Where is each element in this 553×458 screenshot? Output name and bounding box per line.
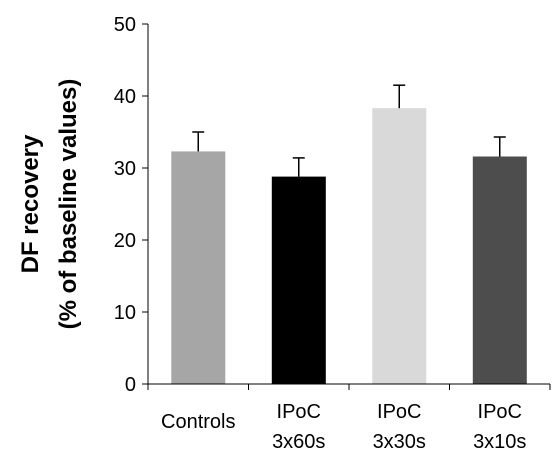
bars — [171, 108, 527, 384]
y-tick-label: 50 — [114, 14, 136, 36]
y-axis-title-line: DF recovery — [17, 134, 44, 273]
x-category-label: IPoC — [277, 401, 321, 423]
y-axis-title-line: (% of baseline values) — [55, 79, 82, 330]
x-category-label: 3x60s — [272, 431, 325, 453]
x-category-label: IPoC — [478, 401, 522, 423]
y-tick-label: 0 — [125, 374, 136, 396]
x-category-label: 3x10s — [473, 431, 526, 453]
y-tick-label: 40 — [114, 86, 136, 108]
x-category-label: IPoC — [377, 401, 421, 423]
y-tick-label: 30 — [114, 158, 136, 180]
axes — [147, 24, 551, 390]
x-category-labels: Controls IPoC 3x60s IPoC 3x30s IPoC 3x10s — [161, 401, 526, 453]
y-tick-label: 20 — [114, 230, 136, 252]
y-tick-label: 10 — [114, 302, 136, 324]
x-category-label: Controls — [161, 411, 235, 433]
error-bars — [192, 84, 506, 177]
y-axis-title: DF recovery (% of baseline values) — [17, 79, 82, 330]
y-ticks: 0 10 20 30 40 50 — [114, 14, 148, 396]
bar-1 — [171, 151, 226, 384]
x-category-label: 3x30s — [373, 431, 426, 453]
bar-3 — [372, 108, 427, 384]
bar-2 — [271, 176, 326, 384]
bar-4 — [472, 156, 527, 384]
